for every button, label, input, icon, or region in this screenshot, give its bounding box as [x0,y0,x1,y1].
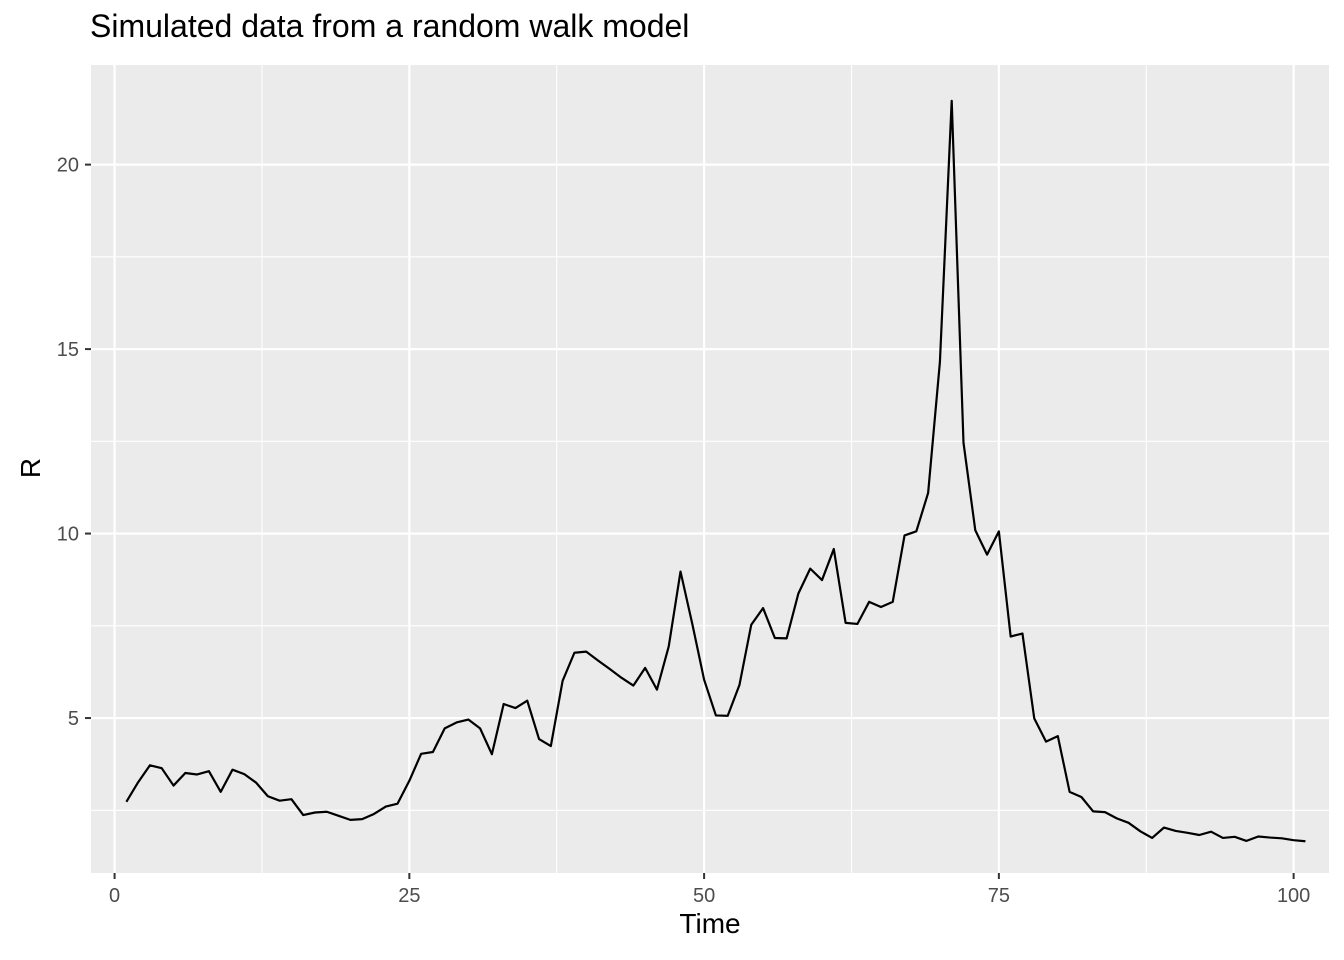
x-tick-label: 50 [693,885,715,907]
y-tick-label: 20 [57,155,79,177]
minor-gridlines [91,65,1329,873]
x-axis-label: Time [679,908,741,939]
x-tick-label: 100 [1277,885,1310,907]
y-axis-tick-labels: 5 10 15 20 [57,155,79,730]
series-line [125,99,1306,843]
x-tick-label: 25 [398,885,420,907]
y-tick-label: 15 [57,339,79,361]
x-tick-label: 0 [109,885,120,907]
x-tick-label: 75 [988,885,1010,907]
y-tick-label: 5 [68,708,79,730]
axis-ticks [85,163,1295,879]
y-axis-label: R [15,457,46,479]
series-layer [125,99,1306,843]
major-gridlines [91,65,1329,873]
y-tick-label: 10 [57,524,79,546]
chart-title: Simulated data from a random walk model [90,8,690,44]
plot-panel [91,65,1329,873]
x-axis-tick-labels: 0 25 50 75 100 [109,885,1310,907]
